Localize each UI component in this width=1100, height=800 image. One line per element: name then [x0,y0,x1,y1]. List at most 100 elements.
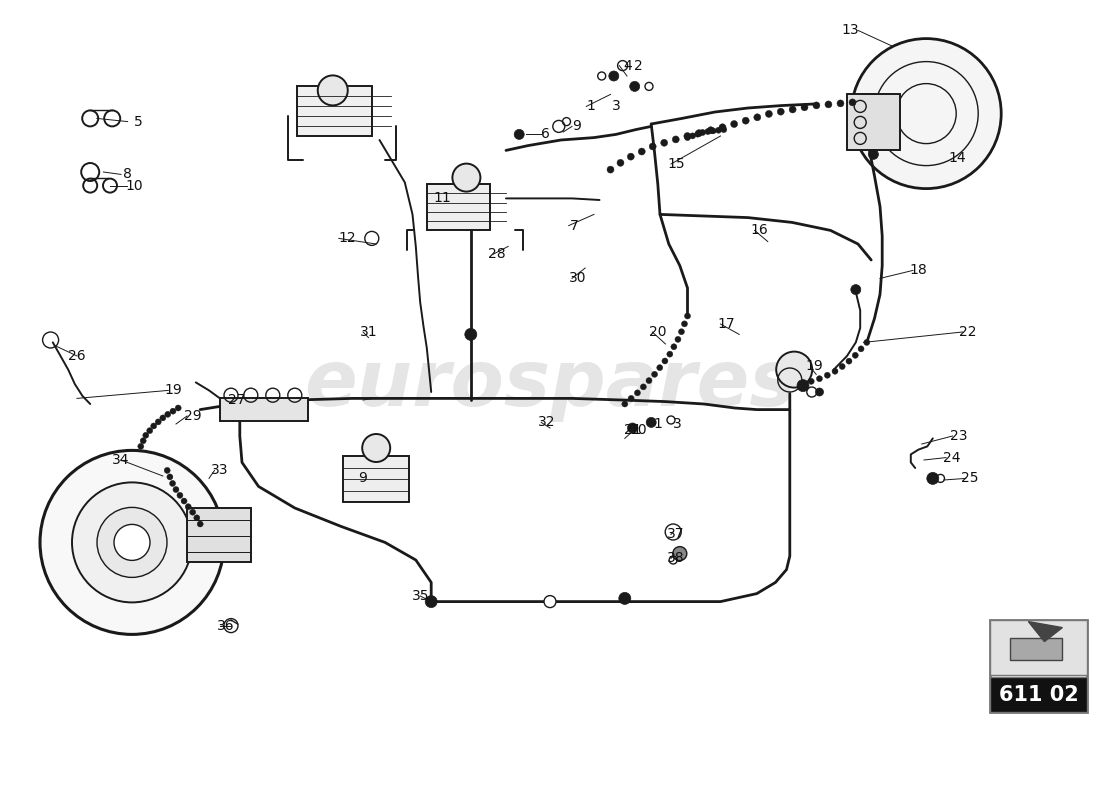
Circle shape [621,401,628,407]
Circle shape [719,124,726,130]
Circle shape [194,515,200,521]
Circle shape [197,521,204,527]
Circle shape [673,546,686,561]
Circle shape [151,423,156,429]
Text: 1: 1 [653,417,662,431]
Text: 16: 16 [750,223,768,238]
Text: 3: 3 [673,417,682,431]
Circle shape [72,482,192,602]
Circle shape [175,405,182,411]
Circle shape [651,371,658,378]
Circle shape [649,143,657,150]
Circle shape [675,336,681,342]
Text: 21: 21 [624,423,641,438]
Circle shape [177,492,183,498]
Circle shape [852,352,858,358]
Text: 28: 28 [488,247,506,262]
Circle shape [662,358,668,364]
Circle shape [711,128,716,134]
Circle shape [690,133,695,139]
Circle shape [627,423,638,433]
Circle shape [707,126,714,134]
Bar [297,86,372,136]
Circle shape [672,136,680,143]
Circle shape [465,328,476,340]
Circle shape [627,153,635,160]
Circle shape [646,418,657,427]
Text: 31: 31 [360,325,377,339]
Circle shape [628,395,634,402]
Circle shape [619,592,630,605]
Circle shape [682,321,688,327]
Circle shape [858,346,864,352]
Circle shape [684,134,691,141]
Text: 18: 18 [910,263,927,278]
Text: 17: 17 [717,317,735,331]
Text: 2: 2 [634,58,642,73]
Text: 8: 8 [123,167,132,182]
Circle shape [864,339,870,346]
Text: 12: 12 [339,231,356,246]
Circle shape [694,131,701,137]
Circle shape [155,419,162,425]
Circle shape [452,163,481,191]
Circle shape [720,126,727,133]
Circle shape [140,438,146,444]
Circle shape [824,372,830,378]
Text: 23: 23 [950,429,968,443]
Text: 30: 30 [569,271,586,286]
Text: 24: 24 [943,450,960,465]
Text: 26: 26 [68,349,86,363]
Bar [187,508,251,562]
Circle shape [185,504,191,510]
Circle shape [635,390,640,396]
Text: 22: 22 [959,325,977,339]
Text: 27: 27 [228,393,245,407]
Polygon shape [1028,622,1063,642]
Circle shape [684,313,691,319]
Bar [990,677,1087,712]
Text: 15: 15 [668,157,685,171]
Circle shape [766,110,772,118]
Text: 10: 10 [629,423,647,438]
Bar [990,620,1087,712]
Text: 7: 7 [570,218,579,233]
Circle shape [730,121,738,127]
Circle shape [646,378,652,383]
Circle shape [837,100,844,107]
Bar [990,620,1087,675]
Circle shape [657,365,663,370]
Circle shape [189,509,196,515]
Text: 10: 10 [125,178,143,193]
Bar [847,94,900,150]
Circle shape [778,108,784,115]
Circle shape [362,434,390,462]
Circle shape [165,411,170,418]
Text: 6: 6 [541,127,550,142]
Circle shape [160,415,166,421]
Text: 29: 29 [184,409,201,423]
Circle shape [754,114,761,121]
Circle shape [164,467,170,474]
Bar [343,456,409,502]
Circle shape [846,358,852,364]
Circle shape [789,106,796,113]
Circle shape [167,474,173,480]
Circle shape [839,363,845,370]
Circle shape [832,368,838,374]
Circle shape [40,450,224,634]
Text: 1: 1 [586,99,595,114]
Text: 9: 9 [359,471,367,486]
Text: 19: 19 [165,383,183,398]
Text: 4: 4 [624,58,632,73]
Circle shape [813,102,820,109]
Bar [427,184,491,230]
Circle shape [318,75,348,106]
Text: 5: 5 [134,114,143,129]
Circle shape [715,127,722,134]
Circle shape [815,388,824,396]
Circle shape [700,130,706,135]
Circle shape [695,130,703,137]
Circle shape [138,443,144,450]
Circle shape [798,379,808,391]
